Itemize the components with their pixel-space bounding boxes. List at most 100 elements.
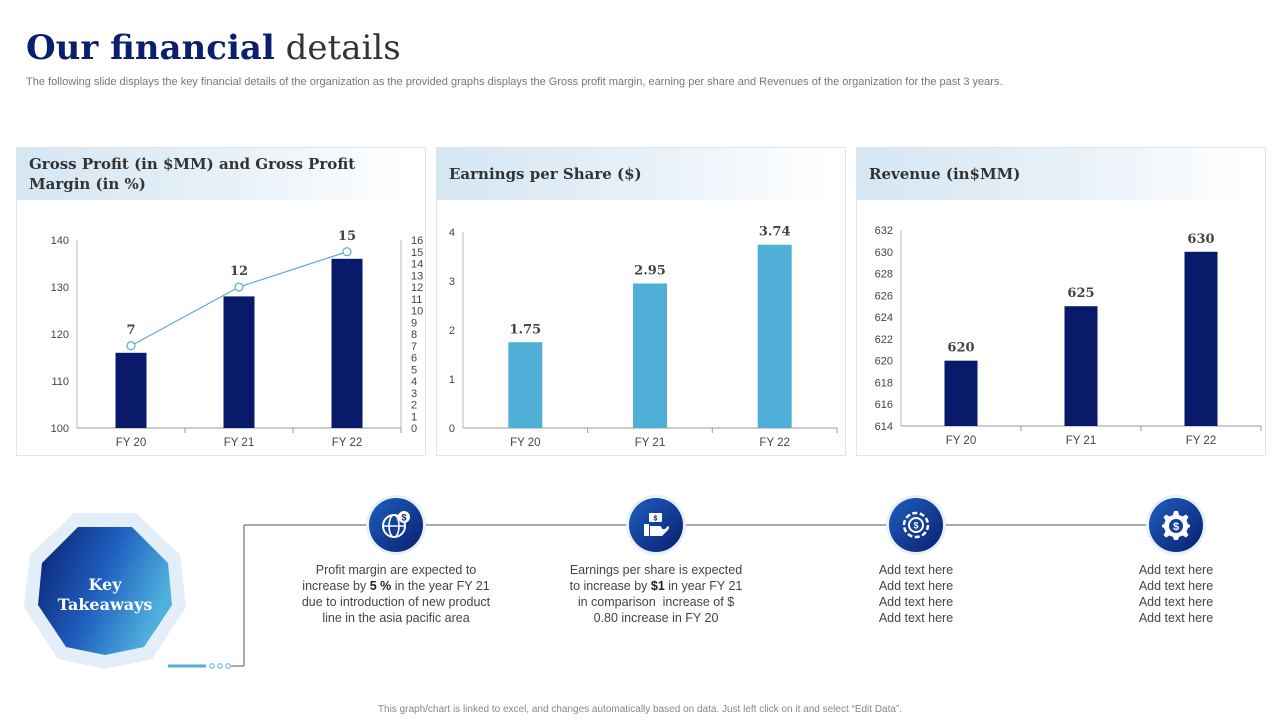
takeaway-1-line1: Profit margin are expected to [315,563,477,577]
gross-y2-tick-label: 14 [411,259,423,271]
money-hand-icon: $ [644,513,669,536]
eps-x-tick-label: FY 22 [759,437,789,449]
eps-data-label: 1.75 [509,322,541,337]
gross-y2-tick-label: 4 [411,376,417,388]
revenue-panel-title: Revenue (in$MM) [869,165,1021,183]
gross-y2-tick-label: 10 [411,306,423,318]
revenue-y-tick-label: 628 [875,269,893,281]
eps-data-label: 3.74 [759,225,791,240]
page-title: Our financial details [26,26,401,70]
eps-x-tick-label: FY 21 [635,437,665,449]
gross-x-tick-label: FY 20 [116,437,146,449]
takeaway-3-text: Add text here Add text here Add text her… [806,562,1026,626]
timeline-dot-2 [217,663,223,669]
takeaway-1-text: Profit margin are expected to increase b… [286,562,506,626]
eps-panel-title: Earnings per Share ($) [449,165,642,183]
revenue-x-tick-label: FY 20 [946,435,976,447]
timeline-dot-3 [225,663,231,669]
gross-y2-tick-label: 5 [411,364,417,376]
svg-text:$: $ [401,513,406,523]
eps-panel-header: Earnings per Share ($) [437,148,829,200]
eps-y-tick-label: 2 [449,325,455,337]
revenue-y-tick-label: 614 [875,421,893,433]
gross-y2-tick-label: 2 [411,400,417,412]
revenue-panel-header: Revenue (in$MM) [857,148,1249,200]
globe-dollar-icon: $ [382,511,410,538]
eps-x-tick-label: FY 20 [510,437,540,449]
revenue-y-tick-label: 630 [875,247,893,259]
takeaway-2-line2-bold: $1 [650,579,665,593]
svg-text:$: $ [1173,521,1179,533]
footer-note: This graph/chart is linked to excel, and… [377,704,903,715]
revenue-panel: Revenue (in$MM) 614 616 618 620 622 624 626 628… [856,147,1266,456]
page-title-bold: Our financial [26,28,275,68]
gross-margin-data-label: 7 [126,323,135,338]
takeaway-4-line3: Add text here [1138,595,1214,609]
takeaway-1-line4: line in the asia pacific area [322,611,470,625]
revenue-data-label: 625 [1067,286,1094,301]
gross-y2-tick-label: 7 [411,341,417,353]
takeaway-1-icon-circle: $ [369,498,423,552]
eps-y-tick-label: 3 [449,276,455,288]
gross-margin-point [342,247,352,257]
gross-y2-tick-label: 0 [411,423,417,435]
eps-y-tick-label: 4 [449,227,455,239]
revenue-bar [1064,306,1098,426]
gross-margin-data-label: 12 [230,264,248,279]
takeaway-1-line3: due to introduction of new product [301,595,491,609]
eps-y-tick-label: 1 [449,374,455,386]
takeaway-4-line2: Add text here [1138,579,1214,593]
revenue-y-tick-label: 618 [875,377,893,389]
revenue-bar [944,360,978,426]
gross-y-tick-label: 110 [51,376,69,388]
revenue-y-tick-label: 622 [875,334,893,346]
revenue-bar [1184,251,1218,426]
revenue-data-label: 620 [947,341,974,356]
timeline-dot-1 [209,663,215,669]
page-title-light: details [285,28,401,68]
eps-chart: 0 1 2 3 4 FY 20 1.75 FY 21 2.95 FY 22 3.74 [449,225,838,449]
gross-margin-point [126,341,136,351]
gross-profit-panel-header: Gross Profit (in $MM) and Gross Profit M… [17,148,409,200]
key-takeaways-badge: Key Takeaways [24,513,186,669]
takeaway-3-line2: Add text here [878,579,954,593]
takeaway-4-icon-circle: $ [1149,498,1203,552]
badge-label-line1: Key [88,575,122,594]
gross-profit-panel: Gross Profit (in $MM) and Gross Profit M… [16,147,426,456]
revenue-y-tick-label: 616 [875,399,893,411]
gross-y2-tick-label: 13 [411,270,423,282]
target-gear-icon: $ [902,511,930,539]
gross-y-tick-label: 120 [51,329,69,341]
takeaway-2-line1: Earnings per share is expected [569,563,743,577]
revenue-chart: 614 616 618 620 622 624 626 628 630 632 FY 20 620 FY… [875,225,1262,447]
takeaway-4-line1: Add text here [1138,563,1214,577]
gross-bar [223,296,255,428]
takeaway-1-line2: increase by 5 % in the year FY 21 [286,578,506,594]
takeaway-2-icon-circle: $ [629,498,683,552]
gross-y2-tick-label: 9 [411,317,417,329]
takeaway-1-line2-bold: 5 % [369,579,392,593]
takeaway-2-line3: in comparison increase of $ [577,595,735,609]
eps-panel: Earnings per Share ($) 0 1 2 3 4 FY 20 1.75 FY … [436,147,846,456]
gross-y2-tick-label: 15 [411,247,423,259]
eps-bar [508,342,543,428]
gross-margin-point [234,282,244,292]
takeaway-3-line4: Add text here [878,611,954,625]
revenue-data-label: 630 [1187,232,1214,247]
revenue-y-tick-label: 624 [875,312,893,324]
takeaway-2-line2: to increase by $1 in year FY 21 [546,578,766,594]
page-subtitle: The following slide displays the key fin… [26,76,1003,88]
gross-y2-tick-label: 3 [411,388,417,400]
takeaway-4-text: Add text here Add text here Add text her… [1066,562,1280,626]
revenue-y-tick-label: 620 [875,356,893,368]
gross-y2-tick-label: 11 [411,294,422,306]
svg-text:$: $ [654,516,658,523]
gross-x-tick-label: FY 21 [224,437,254,449]
eps-bar [633,283,667,428]
gross-bar [115,352,147,428]
takeaway-3-line1: Add text here [878,563,954,577]
badge-inner-shape [38,527,172,655]
gross-y-tick-label: 130 [51,282,69,294]
gross-y2-tick-label: 16 [411,235,423,247]
